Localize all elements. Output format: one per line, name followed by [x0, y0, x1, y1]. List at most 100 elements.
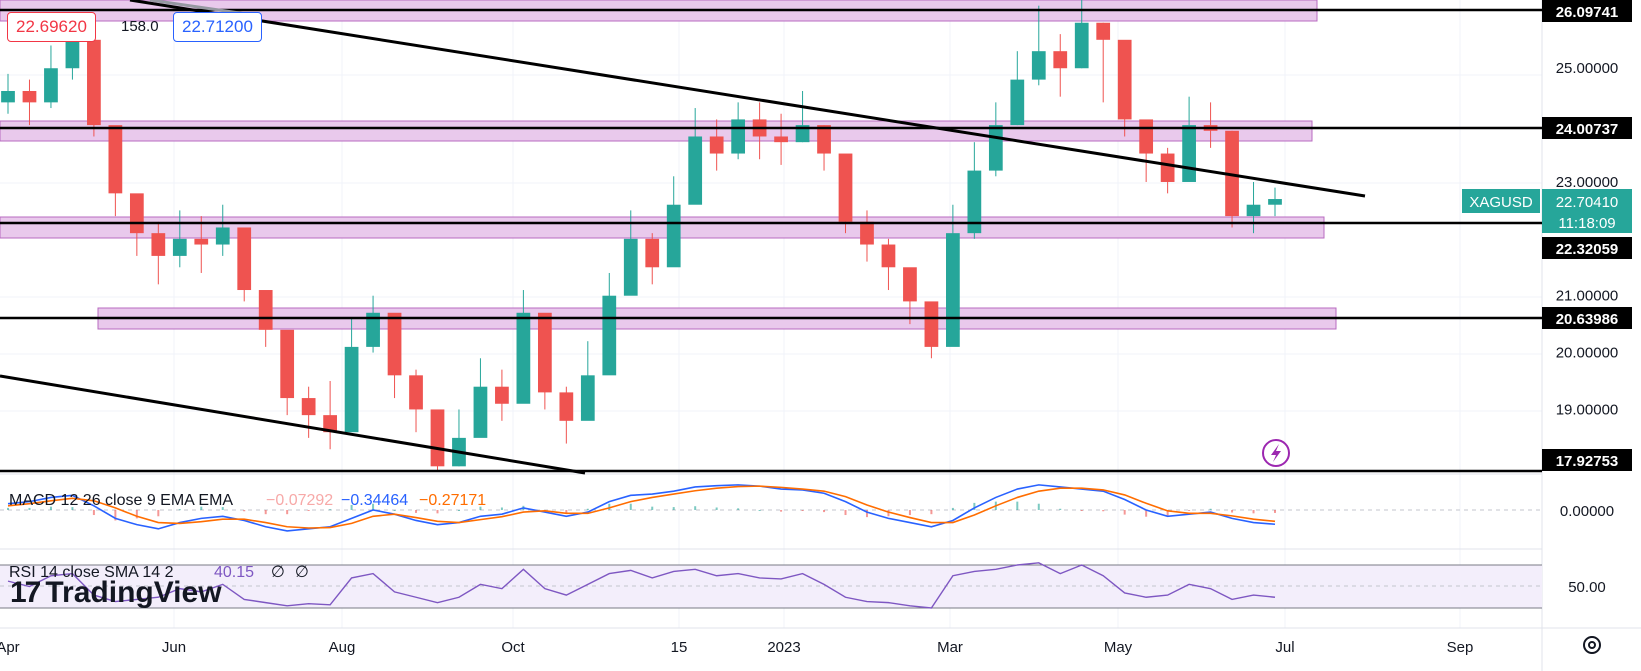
candle-body-8: [172, 238, 187, 256]
macd-hist-bar-5: [114, 510, 117, 521]
macd-hist-bar-9: [200, 506, 203, 510]
time-tick-0: Apr: [0, 639, 20, 656]
candle-body-13: [280, 329, 295, 399]
candle-body-2: [44, 68, 58, 103]
macd-hist-bar-8: [178, 509, 181, 511]
candle-body-31: [666, 204, 681, 268]
macd-hist-bar-37: [801, 510, 804, 511]
macd-hist-bar-21: [457, 510, 460, 511]
macd-hist-bar-3: [71, 507, 74, 510]
candle-body-48: [1031, 51, 1046, 80]
macd-hist-bar-6: [135, 510, 138, 519]
macd-hist-bar-50: [1080, 510, 1083, 511]
macd-hist-bar-23: [500, 507, 503, 510]
watermark-text: TradingView: [45, 576, 222, 609]
symbol-name-badge: [1462, 189, 1540, 213]
candle-body-47: [1010, 79, 1025, 126]
candle-body-41: [881, 244, 896, 268]
macd-hist-bar-43: [930, 510, 933, 515]
macd-hist-bar-56: [1209, 508, 1212, 510]
horizontal-levels[interactable]: [0, 8, 1542, 473]
price-axis[interactable]: [1542, 0, 1641, 671]
macd-hist-bar-22: [479, 506, 482, 510]
candle-body-34: [731, 119, 746, 154]
macd-signal-line: [7, 485, 1276, 529]
macd-hist-bar-58: [1252, 510, 1255, 514]
time-tick-2: Aug: [329, 639, 356, 656]
macd-hist-bar-17: [372, 503, 375, 510]
candle-body-17: [366, 312, 380, 347]
macd-hist-bar-40: [865, 510, 868, 518]
candle-body-7: [151, 233, 166, 256]
rsi-legend[interactable]: RSI 14 close SMA 14 2 40.15 ∅ ∅: [9, 564, 309, 581]
level-label-17: 17.92753: [1542, 449, 1632, 471]
candle-body-10: [215, 227, 230, 245]
rsi-extra-2: ∅: [295, 564, 309, 581]
level-label-20: 20.63986: [1542, 307, 1632, 329]
rsi-axis-label: 50.00: [1568, 579, 1606, 596]
candle-body-42: [903, 267, 917, 302]
candle-body-28: [602, 295, 617, 376]
candle-body-14: [301, 398, 316, 416]
zone-24[interactable]: [0, 120, 1313, 142]
level-label-22: 22.32059: [1542, 237, 1632, 259]
macd-hist-bar-51: [1102, 510, 1105, 512]
symbol-price-label: XAGUSD 22.70410 11:18:09: [1462, 189, 1632, 233]
rsi-extra-1: ∅: [271, 564, 285, 581]
trend-line-upper[interactable]: [129, 0, 1366, 198]
candle-body-55: [1182, 125, 1196, 182]
time-tick-7: May: [1104, 639, 1133, 656]
time-tick-8: Jul: [1275, 639, 1294, 656]
candle-body-23: [495, 386, 509, 404]
candle-body-46: [988, 125, 1003, 171]
last-price-badge: [1542, 189, 1632, 233]
settings-gear-icon[interactable]: [1583, 636, 1601, 654]
candle-body-37: [795, 125, 810, 143]
spread-value: 158.0: [121, 18, 159, 35]
macd-axis-label: 0.00000: [1560, 503, 1614, 520]
price-axis-ticks: 25.00000 23.00000 21.00000 20.00000 19.00000: [1556, 60, 1619, 418]
candle-body-3: [65, 39, 80, 69]
macd-hist-bar-11: [243, 510, 246, 512]
tradingview-watermark: 17 TradingView: [10, 576, 222, 610]
candle-body-9: [194, 238, 209, 245]
macd-legend[interactable]: MACD 12 26 close 9 EMA EMA −0.07292 −0.3…: [9, 492, 486, 509]
time-tick-1: Jun: [162, 639, 186, 656]
macd-hist-bar-49: [1059, 508, 1062, 510]
svg-text:17.92753: 17.92753: [1556, 453, 1619, 470]
ask-price-box[interactable]: 22.71200: [173, 12, 262, 42]
rsi-line: [7, 562, 1276, 609]
ask-price: 22.71200: [182, 17, 253, 36]
candle-body-12: [258, 290, 273, 330]
macd-hist-bar-31: [672, 507, 675, 510]
candle-body-30: [645, 238, 660, 268]
rsi-value: 40.15: [214, 564, 254, 581]
macd-pane[interactable]: [0, 484, 1542, 532]
macd-hist-bar-44: [951, 507, 954, 510]
macd-hist-bar-52: [1123, 510, 1126, 515]
time-tick-9: Sep: [1447, 639, 1474, 656]
candle-body-44: [946, 233, 960, 347]
rsi-label: RSI 14 close SMA 14 2: [9, 564, 174, 581]
rsi-pane[interactable]: [0, 562, 1542, 609]
time-axis-ticks: Apr Jun Aug Oct 15 2023 Mar May Jul Sep: [0, 639, 1473, 656]
candle-body-0: [1, 90, 15, 103]
lightning-icon[interactable]: [1262, 439, 1290, 467]
time-tick-5: 2023: [767, 639, 800, 656]
support-resistance-zones[interactable]: [0, 0, 1337, 330]
candle-body-4: [87, 39, 101, 126]
trend-line-lower[interactable]: [0, 374, 586, 475]
macd-hist-bar-13: [286, 510, 289, 515]
candle-body-43: [924, 301, 939, 347]
macd-hist-bar-19: [415, 510, 418, 513]
macd-hist-bar-32: [694, 506, 697, 510]
zone-22[interactable]: [0, 216, 1325, 239]
macd-signal-value: −0.27171: [419, 492, 486, 509]
bid-price-box[interactable]: 22.69620: [7, 12, 96, 42]
candle-body-5: [108, 125, 123, 194]
macd-hist-bar-26: [565, 510, 568, 513]
candle-body-15: [323, 415, 337, 433]
candle-body-18: [387, 312, 402, 376]
time-tick-3: Oct: [501, 639, 525, 656]
